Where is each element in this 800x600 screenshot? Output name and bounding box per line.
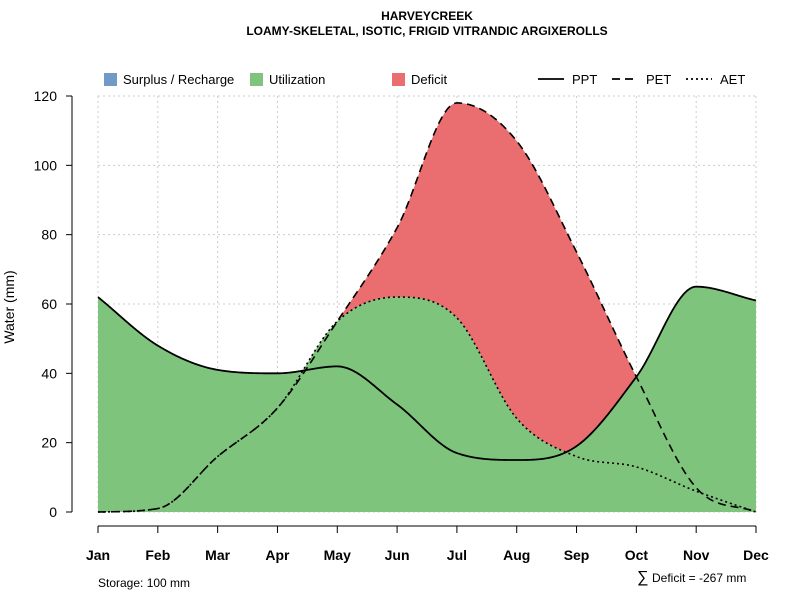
- legend-label: PET: [646, 72, 671, 87]
- x-tick-label: Jun: [385, 547, 410, 563]
- chart-title: HARVEYCREEK: [381, 9, 473, 23]
- y-tick-label: 20: [41, 435, 57, 451]
- x-tick-label: Aug: [503, 547, 530, 563]
- x-tick-label: Sep: [564, 547, 590, 563]
- axes: 0 20 40 60 80 100 120 Jan Feb Mar Apr May Jun Jul Aug S…: [34, 88, 769, 563]
- y-axis-label: Water (mm): [1, 270, 17, 343]
- utilization-base-area: [98, 366, 756, 512]
- deficit-annotation: Deficit = -267 mm: [652, 571, 746, 585]
- legend-swatch: [104, 73, 117, 86]
- storage-annotation: Storage: 100 mm: [98, 576, 190, 590]
- chart-subtitle: LOAMY-SKELETAL, ISOTIC, FRIGID VITRANDIC…: [246, 24, 607, 38]
- y-tick-label: 60: [41, 296, 57, 312]
- x-tick-label: Jan: [86, 547, 110, 563]
- legend: Surplus / Recharge Utilization Deficit PPT P…: [104, 72, 745, 87]
- x-tick-label: Oct: [625, 547, 649, 563]
- y-tick-label: 40: [41, 365, 57, 381]
- x-tick-label: Dec: [743, 547, 769, 563]
- legend-label: Deficit: [411, 72, 448, 87]
- legend-label: PPT: [572, 72, 597, 87]
- ppt-line: [97, 285, 757, 461]
- x-tick-label: Apr: [265, 547, 290, 563]
- deficit-area: [98, 102, 756, 513]
- y-tick-label: 0: [49, 504, 57, 520]
- utilization-area: [98, 286, 756, 512]
- legend-swatch: [392, 73, 405, 86]
- legend-swatch: [250, 73, 263, 86]
- series-lines: [97, 102, 757, 513]
- y-tick-label: 100: [34, 157, 58, 173]
- legend-label: Utilization: [269, 72, 325, 87]
- x-tick-label: May: [324, 547, 351, 563]
- water-balance-areas: [98, 102, 756, 513]
- legend-label: Surplus / Recharge: [123, 72, 234, 87]
- y-tick-label: 120: [34, 88, 58, 104]
- x-tick-label: Jul: [447, 547, 467, 563]
- legend-label: AET: [720, 72, 745, 87]
- aet-line: [97, 296, 757, 513]
- sum-icon: ∑: [637, 569, 648, 586]
- x-tick-label: Mar: [205, 547, 230, 563]
- x-tick-label: Feb: [145, 547, 170, 563]
- y-tick-label: 80: [41, 227, 57, 243]
- x-tick-label: Nov: [683, 547, 710, 563]
